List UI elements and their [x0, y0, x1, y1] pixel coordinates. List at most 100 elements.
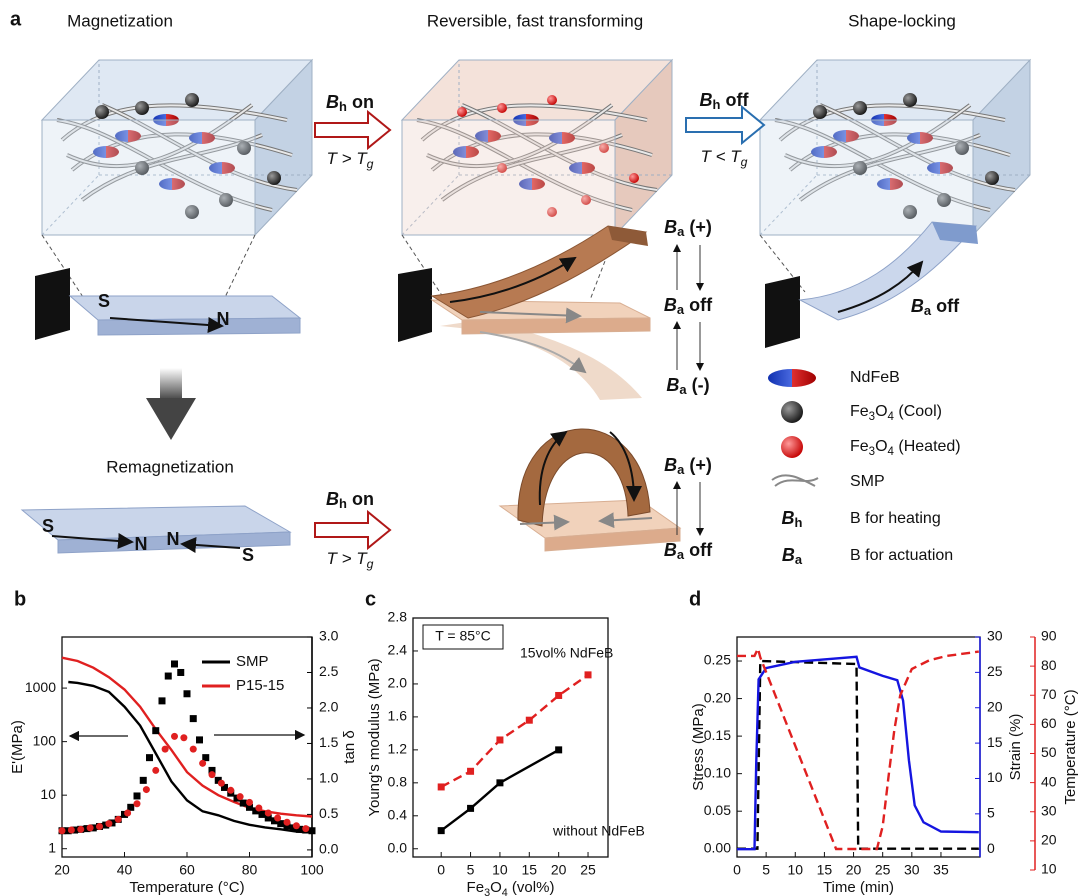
y2-tick-label: 30	[987, 628, 1003, 644]
y-tick-label: 10	[40, 786, 56, 802]
data-point	[140, 777, 147, 784]
y-axis-label: Stress (MPa)	[690, 703, 707, 791]
x-tick-label: 5	[467, 862, 475, 878]
text-part: on	[347, 489, 374, 509]
text-part: off	[931, 296, 960, 316]
text-part: SMP	[850, 473, 885, 490]
box-face	[760, 120, 973, 235]
condition: Bh on	[326, 92, 374, 115]
data-point	[467, 805, 474, 812]
pole: S	[242, 545, 254, 565]
x-tick-label: 0	[733, 862, 741, 878]
text-part: h	[339, 99, 347, 114]
legend-icon	[768, 369, 816, 387]
data-point	[467, 768, 474, 775]
data-point	[124, 810, 131, 817]
data-point	[68, 827, 75, 834]
data-point	[438, 827, 445, 834]
text-part: (Cool)	[894, 403, 942, 420]
process-arrow	[686, 107, 764, 143]
arrow	[160, 368, 182, 400]
y2-tick-label: 25	[987, 663, 1003, 679]
data-point	[265, 810, 272, 817]
y3-tick-label: 20	[1041, 832, 1057, 848]
figure: aMagnetizationReversible, fast transform…	[0, 0, 1088, 896]
y3-axis-label: Temperature (°C)	[1062, 689, 1079, 804]
text-part: h	[795, 515, 803, 530]
shape	[98, 318, 300, 335]
data-point	[309, 827, 316, 834]
text-part: B	[664, 217, 677, 237]
data-point	[159, 697, 166, 704]
particle	[185, 93, 199, 107]
x-tick-label: 40	[117, 862, 133, 878]
data-point	[143, 786, 150, 793]
text-part: h	[339, 496, 347, 511]
y-tick-label: 0.4	[388, 806, 408, 822]
data-point	[555, 746, 562, 753]
data-point	[199, 760, 206, 767]
data-point	[259, 811, 266, 818]
text-part: (vol%)	[508, 879, 555, 896]
x-tick-label: 0	[437, 862, 445, 878]
panel-label: b	[14, 588, 26, 610]
text-part: B	[664, 455, 677, 475]
data-point	[496, 736, 503, 743]
y2-tick-label: 20	[987, 698, 1003, 714]
y-tick-label: 0.20	[704, 689, 731, 705]
x-tick-label: 20	[551, 862, 567, 878]
data-point	[237, 793, 244, 800]
text-part: O	[875, 438, 887, 455]
legend-label: Fe3O4 (Heated)	[850, 438, 961, 458]
text-part: (+)	[684, 455, 712, 475]
x-tick-label: 20	[54, 862, 70, 878]
panel-label: a	[10, 8, 22, 30]
data-point	[77, 826, 84, 833]
y-tick-label: 100	[33, 732, 57, 748]
text-part: B	[326, 489, 339, 509]
condition: T < Tg	[701, 147, 748, 169]
text-part: off	[720, 90, 749, 110]
data-point	[526, 717, 533, 724]
x-tick-label: 80	[242, 862, 258, 878]
text-part: h	[713, 97, 721, 112]
data-point	[134, 800, 141, 807]
text-part: on	[347, 92, 374, 112]
data-point	[171, 660, 178, 667]
text-part: T > T	[327, 549, 369, 568]
y-tick-label: 0.25	[704, 652, 731, 668]
text-part: B	[664, 540, 677, 560]
particle	[267, 171, 281, 185]
data-point	[218, 780, 225, 787]
series-line	[441, 750, 559, 831]
field-state: Ba off	[911, 296, 960, 319]
y2-tick-label: 1.5	[319, 734, 339, 750]
pole: S	[42, 516, 54, 536]
y2-tick-label: 0	[987, 840, 995, 856]
data-point	[196, 736, 203, 743]
shape	[765, 276, 800, 348]
text-part: NdFeB	[850, 369, 900, 386]
condition: Bh on	[326, 489, 374, 512]
legend-label: B for heating	[850, 510, 941, 527]
particle	[985, 171, 999, 185]
data-point	[152, 767, 159, 774]
series-line	[737, 661, 979, 849]
legend-label: SMP	[236, 653, 269, 670]
series-line	[441, 675, 588, 787]
legend-icon	[781, 436, 803, 458]
text-part: B for heating	[850, 510, 941, 527]
series-line	[737, 649, 979, 849]
y-tick-label: 2.8	[388, 609, 408, 625]
data-point	[302, 825, 309, 832]
data-point	[209, 771, 216, 778]
y2-tick-label: 3.0	[319, 628, 339, 644]
text-part: B	[782, 545, 795, 565]
series-line	[68, 682, 312, 833]
text-part: B	[326, 92, 339, 112]
x-tick-label: 10	[492, 862, 508, 878]
data-point	[152, 727, 159, 734]
data-point	[165, 673, 172, 680]
legend-symbol: Ba	[782, 545, 803, 568]
series-label: without NdFeB	[552, 823, 645, 839]
